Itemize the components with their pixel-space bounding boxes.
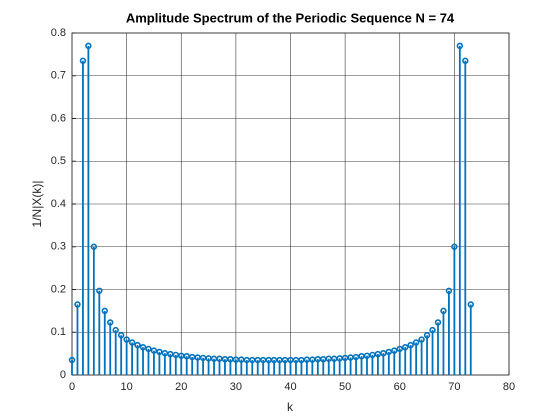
stem-marker bbox=[128, 339, 136, 346]
stem-marker bbox=[418, 336, 425, 343]
stem-marker bbox=[96, 287, 103, 294]
x-tick-label: 0 bbox=[69, 381, 75, 393]
y-tick-label: 0.6 bbox=[51, 112, 66, 124]
y-tick-label: 0.5 bbox=[51, 155, 66, 167]
stem-marker bbox=[156, 348, 163, 356]
y-tick-label: 0.7 bbox=[51, 70, 66, 82]
stem-marker bbox=[396, 345, 403, 353]
stem-marker bbox=[101, 307, 108, 315]
stem-marker bbox=[79, 57, 87, 64]
stem-marker bbox=[467, 301, 474, 308]
y-tick-label: 0 bbox=[60, 369, 66, 381]
stem-marker bbox=[145, 345, 152, 353]
x-tick-label: 20 bbox=[175, 381, 187, 393]
x-tick-label: 80 bbox=[503, 381, 515, 393]
stem-marker bbox=[429, 326, 436, 334]
stem-marker bbox=[134, 341, 141, 349]
stem-marker bbox=[150, 347, 158, 354]
stem-marker bbox=[462, 57, 469, 64]
stem-marker bbox=[380, 349, 387, 357]
stem-marker bbox=[451, 243, 458, 250]
y-tick-label: 0.1 bbox=[51, 326, 66, 338]
x-tick-label: 50 bbox=[339, 381, 351, 393]
stem-marker bbox=[391, 347, 398, 354]
stem-marker bbox=[407, 341, 414, 349]
stem-marker bbox=[90, 243, 98, 250]
stem-marker bbox=[402, 344, 409, 351]
y-tick-label: 0.4 bbox=[51, 198, 66, 210]
stem-marker bbox=[123, 336, 130, 343]
stem-marker bbox=[456, 42, 464, 50]
x-tick-label: 10 bbox=[121, 381, 133, 393]
stem-marker bbox=[68, 356, 76, 364]
stem-marker bbox=[423, 332, 431, 339]
x-tick-label: 30 bbox=[230, 381, 242, 393]
y-tick-label: 0.3 bbox=[51, 241, 66, 253]
stem-marker bbox=[139, 344, 147, 351]
y-axis-label: 1/N|X(k)| bbox=[30, 181, 44, 228]
stem-marker bbox=[74, 301, 81, 308]
stem-marker bbox=[85, 42, 92, 50]
stem-marker bbox=[445, 287, 453, 294]
x-axis-label: k bbox=[287, 400, 294, 414]
stem-marker bbox=[107, 319, 114, 326]
x-tick-label: 40 bbox=[284, 381, 296, 393]
stem-marker bbox=[412, 339, 420, 346]
stem-marker bbox=[440, 307, 447, 315]
chart-title: Amplitude Spectrum of the Periodic Seque… bbox=[126, 10, 455, 25]
x-tick-label: 60 bbox=[394, 381, 406, 393]
stem-marker bbox=[117, 332, 125, 339]
x-tick-label: 70 bbox=[448, 381, 460, 393]
y-tick-label: 0.2 bbox=[51, 283, 66, 295]
stem-marker bbox=[434, 319, 442, 326]
y-tick-label: 0.8 bbox=[51, 27, 66, 39]
stem-marker bbox=[385, 348, 393, 356]
stem-marker bbox=[112, 326, 119, 334]
